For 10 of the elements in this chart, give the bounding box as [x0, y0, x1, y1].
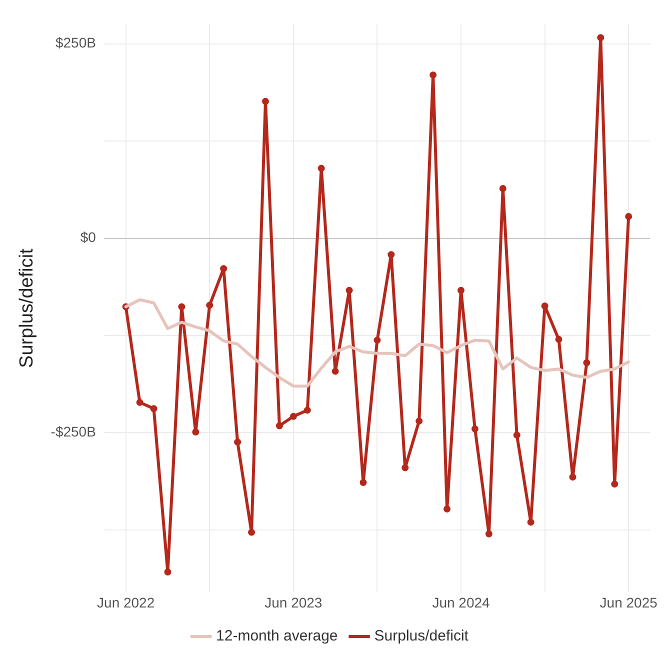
legend-label: 12-month average — [216, 628, 338, 645]
y-tick-label: -$250B — [50, 424, 96, 440]
y-tick-label: $0 — [80, 229, 96, 246]
legend-label: Surplus/deficit — [374, 628, 470, 645]
x-tick-label: Jun 2024 — [432, 594, 490, 610]
x-tick-label: Jun 2022 — [97, 594, 155, 610]
y-axis-title: Surplus/deficit — [16, 248, 38, 368]
x-tick-label: Jun 2025 — [600, 594, 658, 610]
y-tick-label: $250B — [55, 34, 96, 51]
x-tick-label: Jun 2023 — [264, 594, 322, 610]
